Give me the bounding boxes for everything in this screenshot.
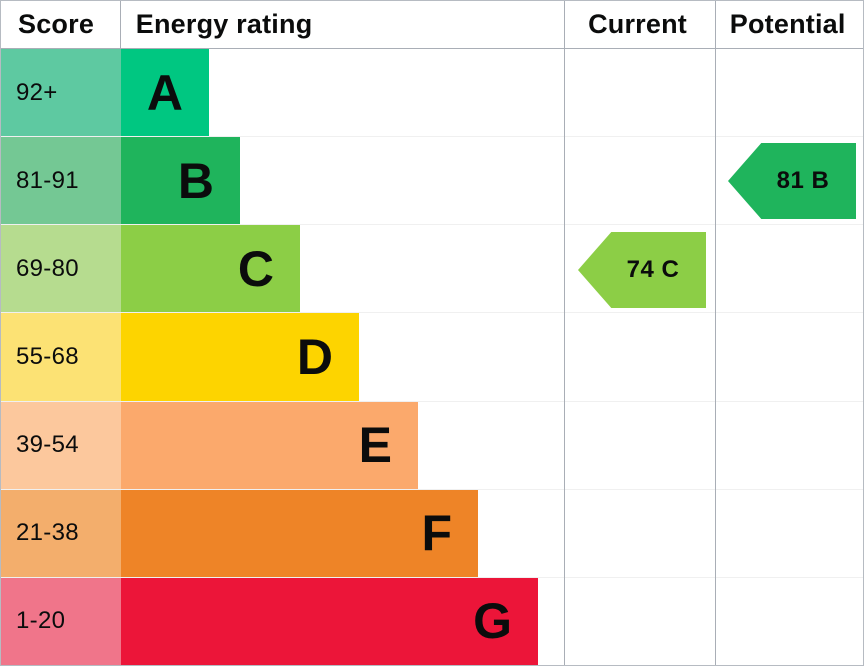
chart-header: Score Energy rating Current Potential (1, 1, 863, 49)
band-bar-b: B (121, 137, 240, 225)
rating-row-g: 1-20 G (1, 577, 863, 665)
score-column-header: Score (1, 1, 121, 48)
band-bar-g: G (121, 577, 538, 665)
score-range-a: 92+ (1, 49, 121, 137)
band-bar-f: F (121, 489, 478, 577)
rating-row-f: 21-38 F (1, 489, 863, 578)
score-range-f: 21-38 (1, 489, 121, 577)
energy-rating-column-header: Energy rating (135, 9, 313, 39)
band-bar-d: D (121, 313, 359, 401)
rating-row-b: 81-91 B (1, 137, 863, 226)
rating-rows: 92+ A 81-91 B 69-80 C 55-68 D 39-54 E 21… (1, 49, 863, 665)
rating-row-e: 39-54 E (1, 401, 863, 490)
potential-column-header: Potential (729, 9, 846, 39)
band-bar-e: E (121, 401, 418, 489)
rating-row-a: 92+ A (1, 49, 863, 138)
current-column-divider (564, 1, 565, 665)
score-range-c: 69-80 (1, 225, 121, 313)
score-range-d: 55-68 (1, 313, 121, 401)
potential-rating-arrow: 81 B (728, 143, 856, 219)
potential-rating-label: 81 B (776, 167, 830, 194)
current-rating-label: 74 C (626, 256, 680, 283)
band-bar-a: A (121, 49, 209, 137)
potential-column-divider (715, 1, 716, 665)
score-range-b: 81-91 (1, 137, 121, 225)
band-bar-c: C (121, 225, 300, 313)
score-range-g: 1-20 (1, 577, 121, 665)
score-range-e: 39-54 (1, 401, 121, 489)
rating-row-c: 69-80 C (1, 225, 863, 314)
current-column-header: Current (588, 9, 687, 39)
rating-row-d: 55-68 D (1, 313, 863, 402)
